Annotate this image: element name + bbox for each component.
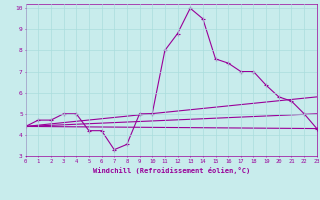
X-axis label: Windchill (Refroidissement éolien,°C): Windchill (Refroidissement éolien,°C) [92, 167, 250, 174]
